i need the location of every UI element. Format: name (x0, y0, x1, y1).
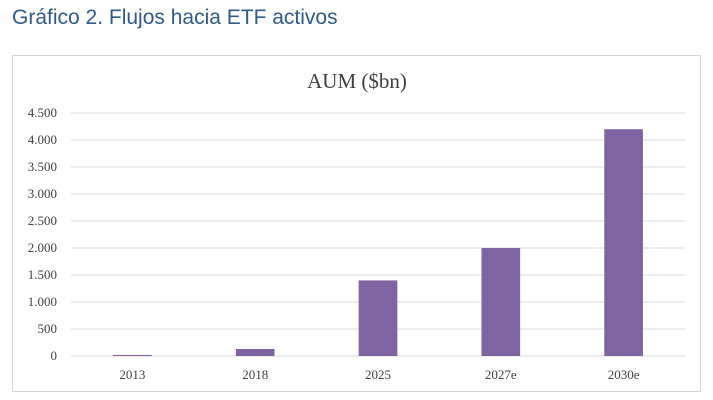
x-tick-label: 2018 (242, 367, 268, 382)
x-tick-label: 2025 (365, 367, 391, 382)
y-tick-label: 2.500 (28, 213, 57, 228)
chart-frame (12, 55, 701, 392)
y-tick-label: 0 (51, 348, 58, 363)
x-tick-label: 2013 (119, 367, 145, 382)
page-heading: Gráfico 2. Flujos hacia ETF activos (12, 6, 338, 29)
y-tick-label: 1.000 (28, 294, 57, 309)
x-axis: 2013 2018 2025 2027e 2030e (119, 367, 639, 382)
y-tick-label: 3.500 (28, 159, 57, 174)
bar-2025 (358, 280, 398, 356)
bars (113, 129, 643, 356)
bar-2018 (235, 348, 275, 356)
y-axis: 0 500 1.000 1.500 2.000 2.500 3.000 3.500 4.000 4… (28, 105, 57, 363)
y-tick-label: 500 (38, 321, 58, 336)
x-tick-label: 2027e (485, 367, 517, 382)
y-tick-label: 3.000 (28, 186, 57, 201)
chart-title: AUM ($bn) (307, 69, 407, 93)
bar-2013 (113, 354, 152, 356)
bar-2030e (604, 129, 643, 356)
y-tick-label: 4.000 (28, 132, 57, 147)
y-tick-label: 1.500 (28, 267, 57, 282)
bar-2027e (481, 248, 521, 356)
y-tick-label: 4.500 (28, 105, 57, 120)
y-tick-label: 2.000 (28, 240, 57, 255)
x-tick-label: 2030e (608, 367, 640, 382)
